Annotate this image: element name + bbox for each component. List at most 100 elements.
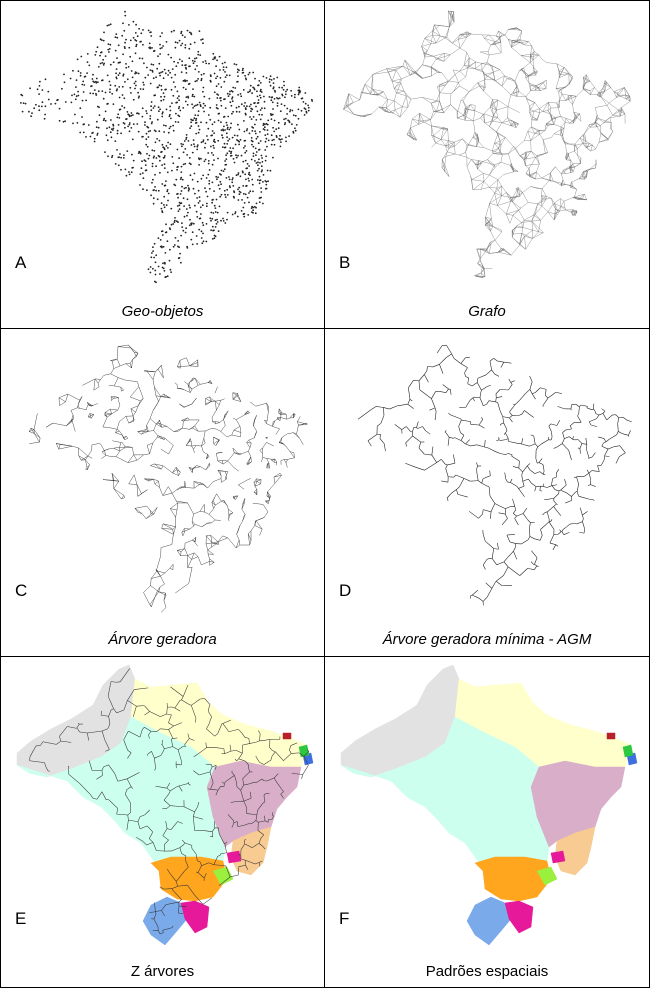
- edge: [281, 433, 288, 438]
- geo-object: [213, 204, 216, 207]
- edge: [457, 110, 464, 116]
- geo-object: [220, 219, 222, 222]
- geo-object: [257, 164, 259, 167]
- edge: [496, 131, 506, 138]
- edge: [459, 47, 467, 53]
- edge: [394, 88, 397, 94]
- edge: [491, 99, 499, 105]
- geo-object: [160, 202, 163, 205]
- geo-object: [270, 134, 273, 137]
- edge: [529, 171, 537, 175]
- edge: [574, 523, 577, 525]
- edge: [159, 419, 162, 428]
- geo-object: [242, 71, 245, 74]
- edge: [466, 31, 470, 34]
- edge: [558, 106, 560, 108]
- edge: [534, 471, 540, 474]
- geo-object: [109, 43, 112, 46]
- edge: [150, 585, 158, 592]
- edge: [144, 705, 150, 712]
- geo-object: [254, 130, 256, 133]
- edge: [530, 133, 536, 141]
- geo-object: [162, 245, 165, 248]
- geo-object: [247, 73, 250, 76]
- geo-object: [147, 157, 150, 160]
- edge: [541, 188, 543, 196]
- geo-object: [256, 135, 259, 138]
- edge: [565, 428, 572, 431]
- edge: [231, 429, 235, 436]
- edge: [217, 541, 219, 545]
- edge: [463, 115, 474, 122]
- edge: [584, 176, 587, 180]
- geo-object: [38, 105, 40, 108]
- geo-object: [143, 84, 145, 86]
- edge: [459, 34, 467, 38]
- edge: [193, 524, 195, 527]
- edge: [175, 467, 181, 473]
- edge: [529, 83, 531, 86]
- geo-object: [236, 215, 239, 218]
- geo-object: [197, 78, 200, 80]
- geo-object: [261, 157, 263, 159]
- geo-object: [268, 78, 271, 81]
- edge: [504, 75, 512, 79]
- edge: [510, 123, 519, 126]
- edge: [527, 463, 531, 467]
- edge: [222, 723, 230, 732]
- edge: [179, 403, 185, 408]
- edge: [591, 408, 594, 411]
- edge: [529, 112, 533, 117]
- edge: [478, 597, 484, 602]
- edge: [419, 389, 425, 394]
- geo-object: [102, 64, 105, 66]
- edge: [436, 92, 440, 101]
- geo-object: [151, 149, 154, 152]
- edge: [424, 50, 428, 58]
- geo-object: [140, 40, 142, 43]
- edge: [391, 70, 397, 82]
- edge: [533, 436, 536, 444]
- edge: [568, 450, 572, 461]
- edge: [475, 164, 478, 166]
- edge: [617, 417, 620, 424]
- edge: [367, 434, 378, 441]
- geo-object: [200, 77, 203, 80]
- edge: [571, 181, 574, 187]
- geo-object: [169, 125, 172, 128]
- edge: [113, 446, 120, 449]
- geo-object: [175, 101, 178, 104]
- edge: [129, 359, 133, 364]
- edge: [500, 362, 505, 368]
- geo-object: [163, 167, 166, 170]
- geo-object: [259, 140, 262, 142]
- edge: [597, 465, 600, 472]
- geo-object: [237, 172, 240, 174]
- geo-object: [244, 107, 247, 109]
- edge: [489, 203, 498, 206]
- edge: [553, 133, 561, 136]
- edge: [217, 723, 223, 734]
- edge: [244, 410, 249, 415]
- geo-object: [137, 96, 140, 99]
- edge: [505, 434, 509, 439]
- edge: [420, 120, 425, 123]
- edge: [125, 794, 131, 804]
- edge: [484, 122, 490, 127]
- edge: [534, 133, 540, 135]
- edge: [445, 145, 450, 149]
- geo-object: [242, 67, 244, 70]
- geo-object: [245, 184, 248, 187]
- edge: [119, 447, 125, 452]
- edge: [161, 739, 163, 745]
- edge: [482, 265, 485, 269]
- geo-object: [144, 76, 147, 79]
- edge: [113, 480, 115, 489]
- edge: [221, 501, 225, 503]
- geo-object: [54, 102, 57, 105]
- edge: [512, 85, 518, 93]
- edge: [579, 448, 581, 454]
- edge: [225, 866, 231, 878]
- edge: [445, 145, 448, 152]
- geo-object: [108, 24, 110, 26]
